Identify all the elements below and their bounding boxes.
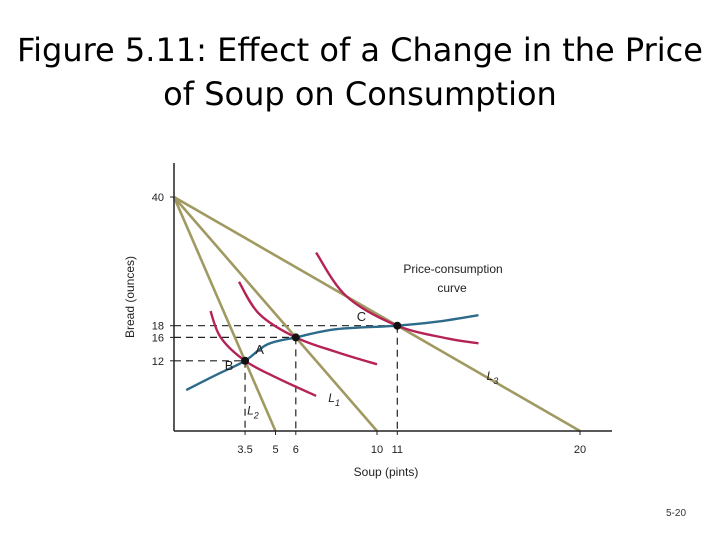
axes — [173, 163, 612, 432]
pcc-label-line-1: Price-consumption — [403, 262, 502, 276]
budget-line-label-subscript: 1 — [335, 398, 340, 408]
budget-line-l2 — [172, 196, 277, 432]
budget-line-l3 — [173, 195, 581, 433]
x-tick-label: 11 — [392, 444, 403, 456]
y-tick-label: 12 — [152, 356, 164, 368]
point-label-c: C — [357, 309, 366, 324]
title-line-2: of Soup on Consumption — [163, 75, 557, 113]
chart-labels: Soup (pints) Bread (ounces) Price-consum… — [123, 256, 503, 479]
point-a — [291, 333, 300, 342]
budget-line-l1 — [173, 196, 378, 432]
point-label-a: A — [255, 342, 264, 357]
budget-line-label-subscript: 3 — [493, 376, 498, 386]
x-tick-label: 20 — [574, 444, 586, 456]
budget-line-label-l2: L2 — [247, 404, 259, 421]
point-label-b: B — [225, 358, 234, 373]
x-tick-label: 10 — [371, 444, 383, 456]
y-tick-label: 18 — [152, 321, 164, 333]
slide-number: 5-20 — [665, 508, 686, 519]
x-axis-label: Soup (pints) — [354, 465, 419, 479]
y-axis-label: Bread (ounces) — [123, 256, 137, 338]
x-tick-label: 6 — [293, 444, 299, 456]
bundle-points — [241, 321, 402, 365]
point-b — [241, 356, 250, 365]
y-tick-label: 40 — [152, 192, 164, 204]
x-tick-label: 3.5 — [237, 444, 252, 456]
budget-line-label-l1: L1 — [328, 391, 340, 408]
slide-title: Figure 5.11: Effect of a Change in the P… — [0, 28, 720, 116]
budget-line-label-subscript: 2 — [253, 411, 259, 421]
budget-line-label-l3: L3 — [487, 369, 499, 386]
point-c — [393, 321, 402, 330]
title-line-1: Figure 5.11: Effect of a Change in the P… — [17, 31, 703, 69]
pcc-label-line-2: curve — [437, 281, 467, 295]
x-tick-label: 5 — [272, 444, 278, 456]
y-tick-label: 16 — [152, 332, 164, 344]
budget-lines — [172, 195, 581, 433]
